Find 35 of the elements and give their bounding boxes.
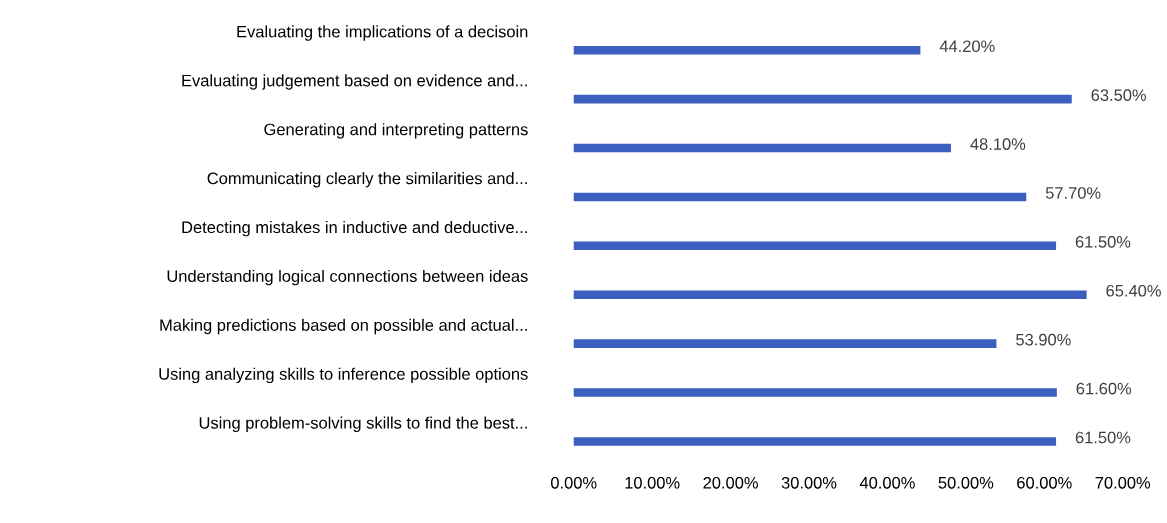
bar bbox=[573, 94, 1072, 104]
data-label: 53.90% bbox=[1016, 333, 1071, 346]
y-tick-label: Detecting mistakes in inductive and deductive... bbox=[182, 220, 527, 237]
bar bbox=[573, 241, 1057, 250]
x-tick-label: 60.00% bbox=[1017, 476, 1072, 489]
bar bbox=[573, 192, 1027, 202]
bar bbox=[573, 437, 1057, 446]
data-label: 61.50% bbox=[1075, 431, 1131, 444]
data-label: 65.40% bbox=[1106, 284, 1161, 297]
y-tick-label: Evaluating judgement based on evidence and... bbox=[182, 74, 527, 90]
x-tick-label: 20.00% bbox=[703, 476, 758, 489]
y-tick-label: Understanding logical connections between ideas bbox=[167, 269, 528, 286]
x-tick-label: 50.00% bbox=[938, 476, 994, 489]
y-tick-label: Evaluating the implications of a decisoin bbox=[237, 25, 528, 41]
bar bbox=[573, 290, 1087, 299]
x-tick-label: 40.00% bbox=[859, 476, 915, 489]
y-tick-label: Generating and interpreting patterns bbox=[264, 123, 528, 139]
bar bbox=[573, 45, 921, 55]
data-label: 57.70% bbox=[1045, 187, 1101, 199]
x-tick-label: 70.00% bbox=[1095, 476, 1151, 489]
data-label: 63.50% bbox=[1091, 89, 1147, 101]
y-tick-label: Making predictions based on possible and actual... bbox=[160, 318, 527, 335]
data-label: 61.50% bbox=[1075, 235, 1131, 248]
data-label: 44.20% bbox=[939, 40, 995, 52]
bar bbox=[573, 388, 1057, 397]
data-label: 61.60% bbox=[1076, 382, 1132, 395]
x-tick-label: 0.00% bbox=[551, 476, 597, 489]
y-tick-label: Communicating clearly the similarities and... bbox=[207, 171, 527, 188]
bar bbox=[573, 143, 951, 153]
data-label: 48.10% bbox=[970, 138, 1026, 150]
y-tick-label: Using analyzing skills to inference possible options bbox=[159, 367, 528, 383]
x-tick-label: 10.00% bbox=[625, 476, 680, 489]
bar bbox=[573, 339, 997, 348]
y-tick-label: Using problem-solving skills to find the best... bbox=[199, 416, 527, 432]
x-tick-label: 30.00% bbox=[781, 476, 837, 489]
